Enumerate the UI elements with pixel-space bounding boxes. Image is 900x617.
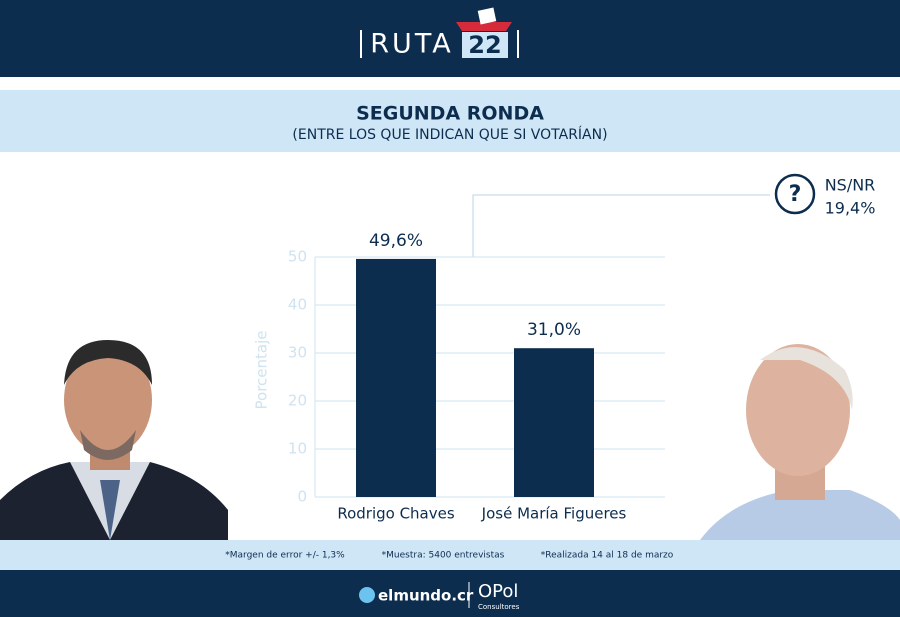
y-tick-label: 40 — [288, 296, 307, 314]
y-tick-label: 0 — [297, 488, 307, 506]
firm-name: OPol — [478, 581, 518, 602]
y-tick-label: 30 — [288, 344, 307, 362]
footer-band — [0, 570, 900, 617]
ns-icon-text: ? — [789, 182, 802, 207]
brand-number: 22 — [468, 31, 501, 59]
connector — [472, 194, 770, 257]
ns-value: 19,4% — [825, 199, 876, 218]
y-tick-label: 20 — [288, 392, 307, 410]
y-tick-label: 10 — [288, 440, 307, 458]
bar — [356, 258, 436, 497]
ballot-box — [462, 32, 508, 58]
ballot — [477, 7, 497, 25]
portrait-right — [700, 344, 900, 540]
note: *Realizada 14 al 18 de marzo — [541, 551, 674, 561]
notes-band — [0, 540, 900, 570]
ns-label: NS/NR — [825, 176, 876, 195]
brand: RUTA — [370, 29, 453, 60]
site-name: elmundo.cr — [378, 587, 474, 605]
bar — [514, 348, 594, 497]
ns-icon — [774, 173, 816, 215]
x-tick-label: José María Figueres — [481, 505, 627, 523]
note: *Margen de error +/- 1,3% — [225, 551, 345, 561]
chart-subtitle: (ENTRE LOS QUE INDICAN QUE SI VOTARÍAN) — [292, 126, 607, 143]
value-label: 49,6% — [369, 231, 423, 251]
note: *Muestra: 5400 entrevistas — [382, 551, 505, 561]
ballot-box-lid — [456, 22, 512, 31]
y-tick-label: 50 — [288, 248, 307, 266]
y-axis-label: Porcentaje — [253, 331, 271, 410]
firm-sub: Consultores — [478, 603, 520, 611]
chart-title: SEGUNDA RONDA — [356, 103, 544, 125]
x-tick-label: Rodrigo Chaves — [337, 505, 455, 523]
site-logo — [359, 587, 375, 603]
value-label: 31,0% — [527, 320, 581, 340]
title-band — [0, 90, 900, 152]
header-band — [0, 0, 900, 77]
portrait-left — [0, 340, 228, 540]
